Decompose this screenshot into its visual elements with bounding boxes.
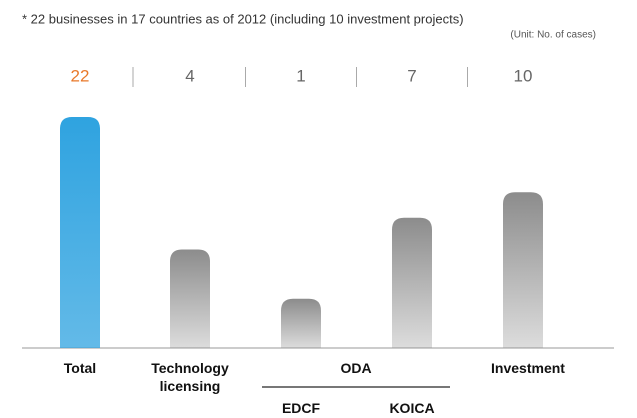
value-label: 22 [71,66,90,85]
category-label: Technology licensing [151,360,229,394]
unit: (Unit: No. of cases) [510,30,596,41]
note: * 22 businesses in 17 countries as of 20… [22,11,464,26]
category-label: Investment [491,360,565,376]
bar [503,192,543,348]
bar [281,298,321,348]
bar [392,217,432,348]
group-label: ODA [340,360,372,376]
category-label: EDCF [281,400,321,416]
category-label: Total [63,360,97,376]
value-label: 10 [514,66,533,85]
bar [170,249,210,348]
bar [60,117,100,348]
category-label: KOICA [389,400,435,416]
value-label: 7 [407,66,416,85]
value-label: 1 [296,66,305,85]
value-label: 4 [185,66,194,85]
